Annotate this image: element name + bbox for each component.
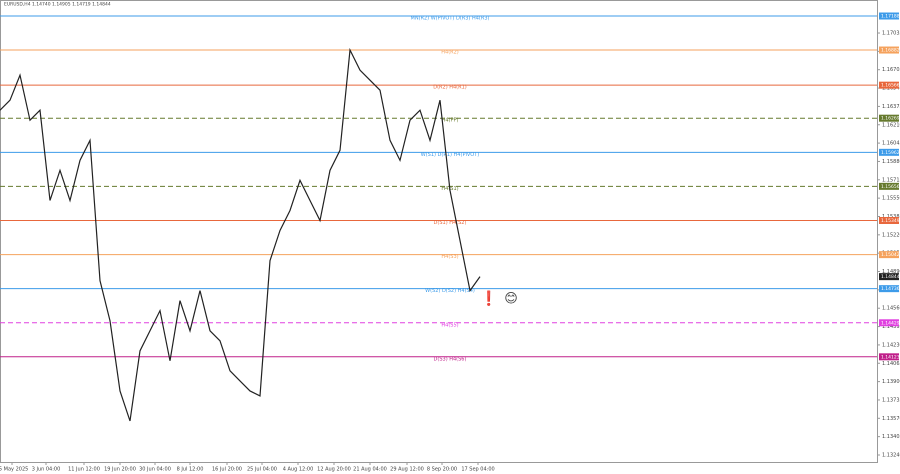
price-tag-label: 1.15656 — [881, 184, 900, 190]
x-tick-label: 25 May 2025 — [0, 467, 28, 473]
y-tick-label: 1.14395 — [882, 324, 900, 330]
y-tick-label: 1.14890 — [882, 269, 900, 275]
level-label: W(S1) D(R1) H4(PIVOT) — [421, 152, 479, 158]
price-tag — [879, 81, 899, 89]
price-tag-label: 1.16566 — [881, 83, 900, 89]
x-tick-label: 8 Jul 12:00 — [177, 467, 204, 473]
current-price-tag — [879, 273, 899, 281]
level-label: D(S1) H4(S2) — [434, 220, 467, 226]
price-tag-label: 1.15042 — [881, 252, 900, 258]
y-tick-label: 1.14065 — [882, 361, 900, 367]
price-tag-label: 1.14123 — [881, 354, 900, 360]
y-tick-label: 1.15385 — [882, 214, 900, 220]
chart-title: EURUSD,H4 1.14740 1.14905 1.14719 1.1484… — [4, 2, 111, 8]
y-tick-label: 1.13570 — [882, 416, 900, 422]
smile-icon: 😊 — [504, 292, 518, 307]
level-label: D(S3) H4(S6) — [434, 356, 467, 362]
price-tag — [879, 148, 899, 156]
x-tick-label: 4 Aug 12:00 — [283, 467, 314, 473]
price-tag-label: 1.15349 — [881, 218, 900, 224]
y-tick-label: 1.16210 — [882, 122, 900, 128]
y-tick-label: 1.13900 — [882, 379, 900, 385]
x-tick-label: 3 Jun 04:00 — [32, 467, 61, 473]
price-tag — [879, 46, 899, 54]
price-tag-label: 1.16269 — [881, 116, 900, 122]
x-tick-label: 29 Aug 12:00 — [390, 467, 424, 473]
level-label: MN(R2) W(PIVOT) D(R3) H4(R3) — [411, 16, 490, 22]
current-price-label: 1.14844 — [881, 274, 900, 280]
x-tick-label: 19 Jun 20:00 — [104, 467, 136, 473]
price-tag — [879, 251, 899, 259]
price-tag-label: 1.15962 — [881, 150, 900, 156]
y-tick-label: 1.16045 — [882, 141, 900, 147]
price-tag — [879, 114, 899, 122]
x-tick-label: 11 Jun 12:00 — [68, 467, 100, 473]
y-tick-label: 1.14560 — [882, 306, 900, 312]
y-tick-label: 1.13240 — [882, 452, 900, 458]
price-tag — [879, 12, 899, 20]
price-tag — [879, 182, 899, 190]
y-tick-label: 1.15715 — [882, 177, 900, 183]
price-tag — [879, 216, 899, 224]
x-tick-label: 30 Jun 04:00 — [139, 467, 171, 473]
x-tick-label: 16 Jul 20:00 — [212, 467, 242, 473]
price-tag-label: 1.14736 — [881, 286, 900, 292]
y-tick-label: 1.13735 — [882, 397, 900, 403]
y-tick-label: 1.15220 — [882, 232, 900, 238]
y-tick-label: 1.16705 — [882, 67, 900, 73]
y-tick-label: 1.16375 — [882, 104, 900, 110]
price-tag — [879, 285, 899, 293]
level-label: D(R2) H4(R1) — [433, 85, 467, 91]
level-label: H4(S5) — [441, 322, 458, 328]
y-tick-label: 1.13405 — [882, 434, 900, 440]
x-tick-label: 25 Jul 04:00 — [247, 467, 277, 473]
y-tick-label: 1.15880 — [882, 159, 900, 165]
y-tick-label: 1.14230 — [882, 342, 900, 348]
price-tag-label: 1.14429 — [881, 320, 900, 326]
y-tick-label: 1.15550 — [882, 196, 900, 202]
price-tag — [879, 319, 899, 327]
x-tick-label: 12 Aug 20:00 — [317, 467, 351, 473]
level-label: H4(S3) — [441, 254, 458, 260]
alert-icon: ❗ — [480, 290, 497, 307]
level-label: W(S2) D(S2) H4(S4) — [425, 288, 475, 294]
plot-frame — [0, 0, 878, 463]
price-tag — [879, 353, 899, 361]
level-label: H4(PP) — [442, 118, 459, 124]
price-tag-label: 1.16882 — [881, 48, 900, 54]
x-tick-label: 17 Sep 04:00 — [461, 467, 494, 473]
price-line — [0, 47, 481, 422]
level-label: H4(R2) — [441, 50, 459, 56]
x-tick-label: 21 Aug 04:00 — [353, 467, 387, 473]
x-tick-label: 8 Sep 20:00 — [427, 467, 457, 473]
price-tag-label: 1.17188 — [881, 14, 900, 20]
